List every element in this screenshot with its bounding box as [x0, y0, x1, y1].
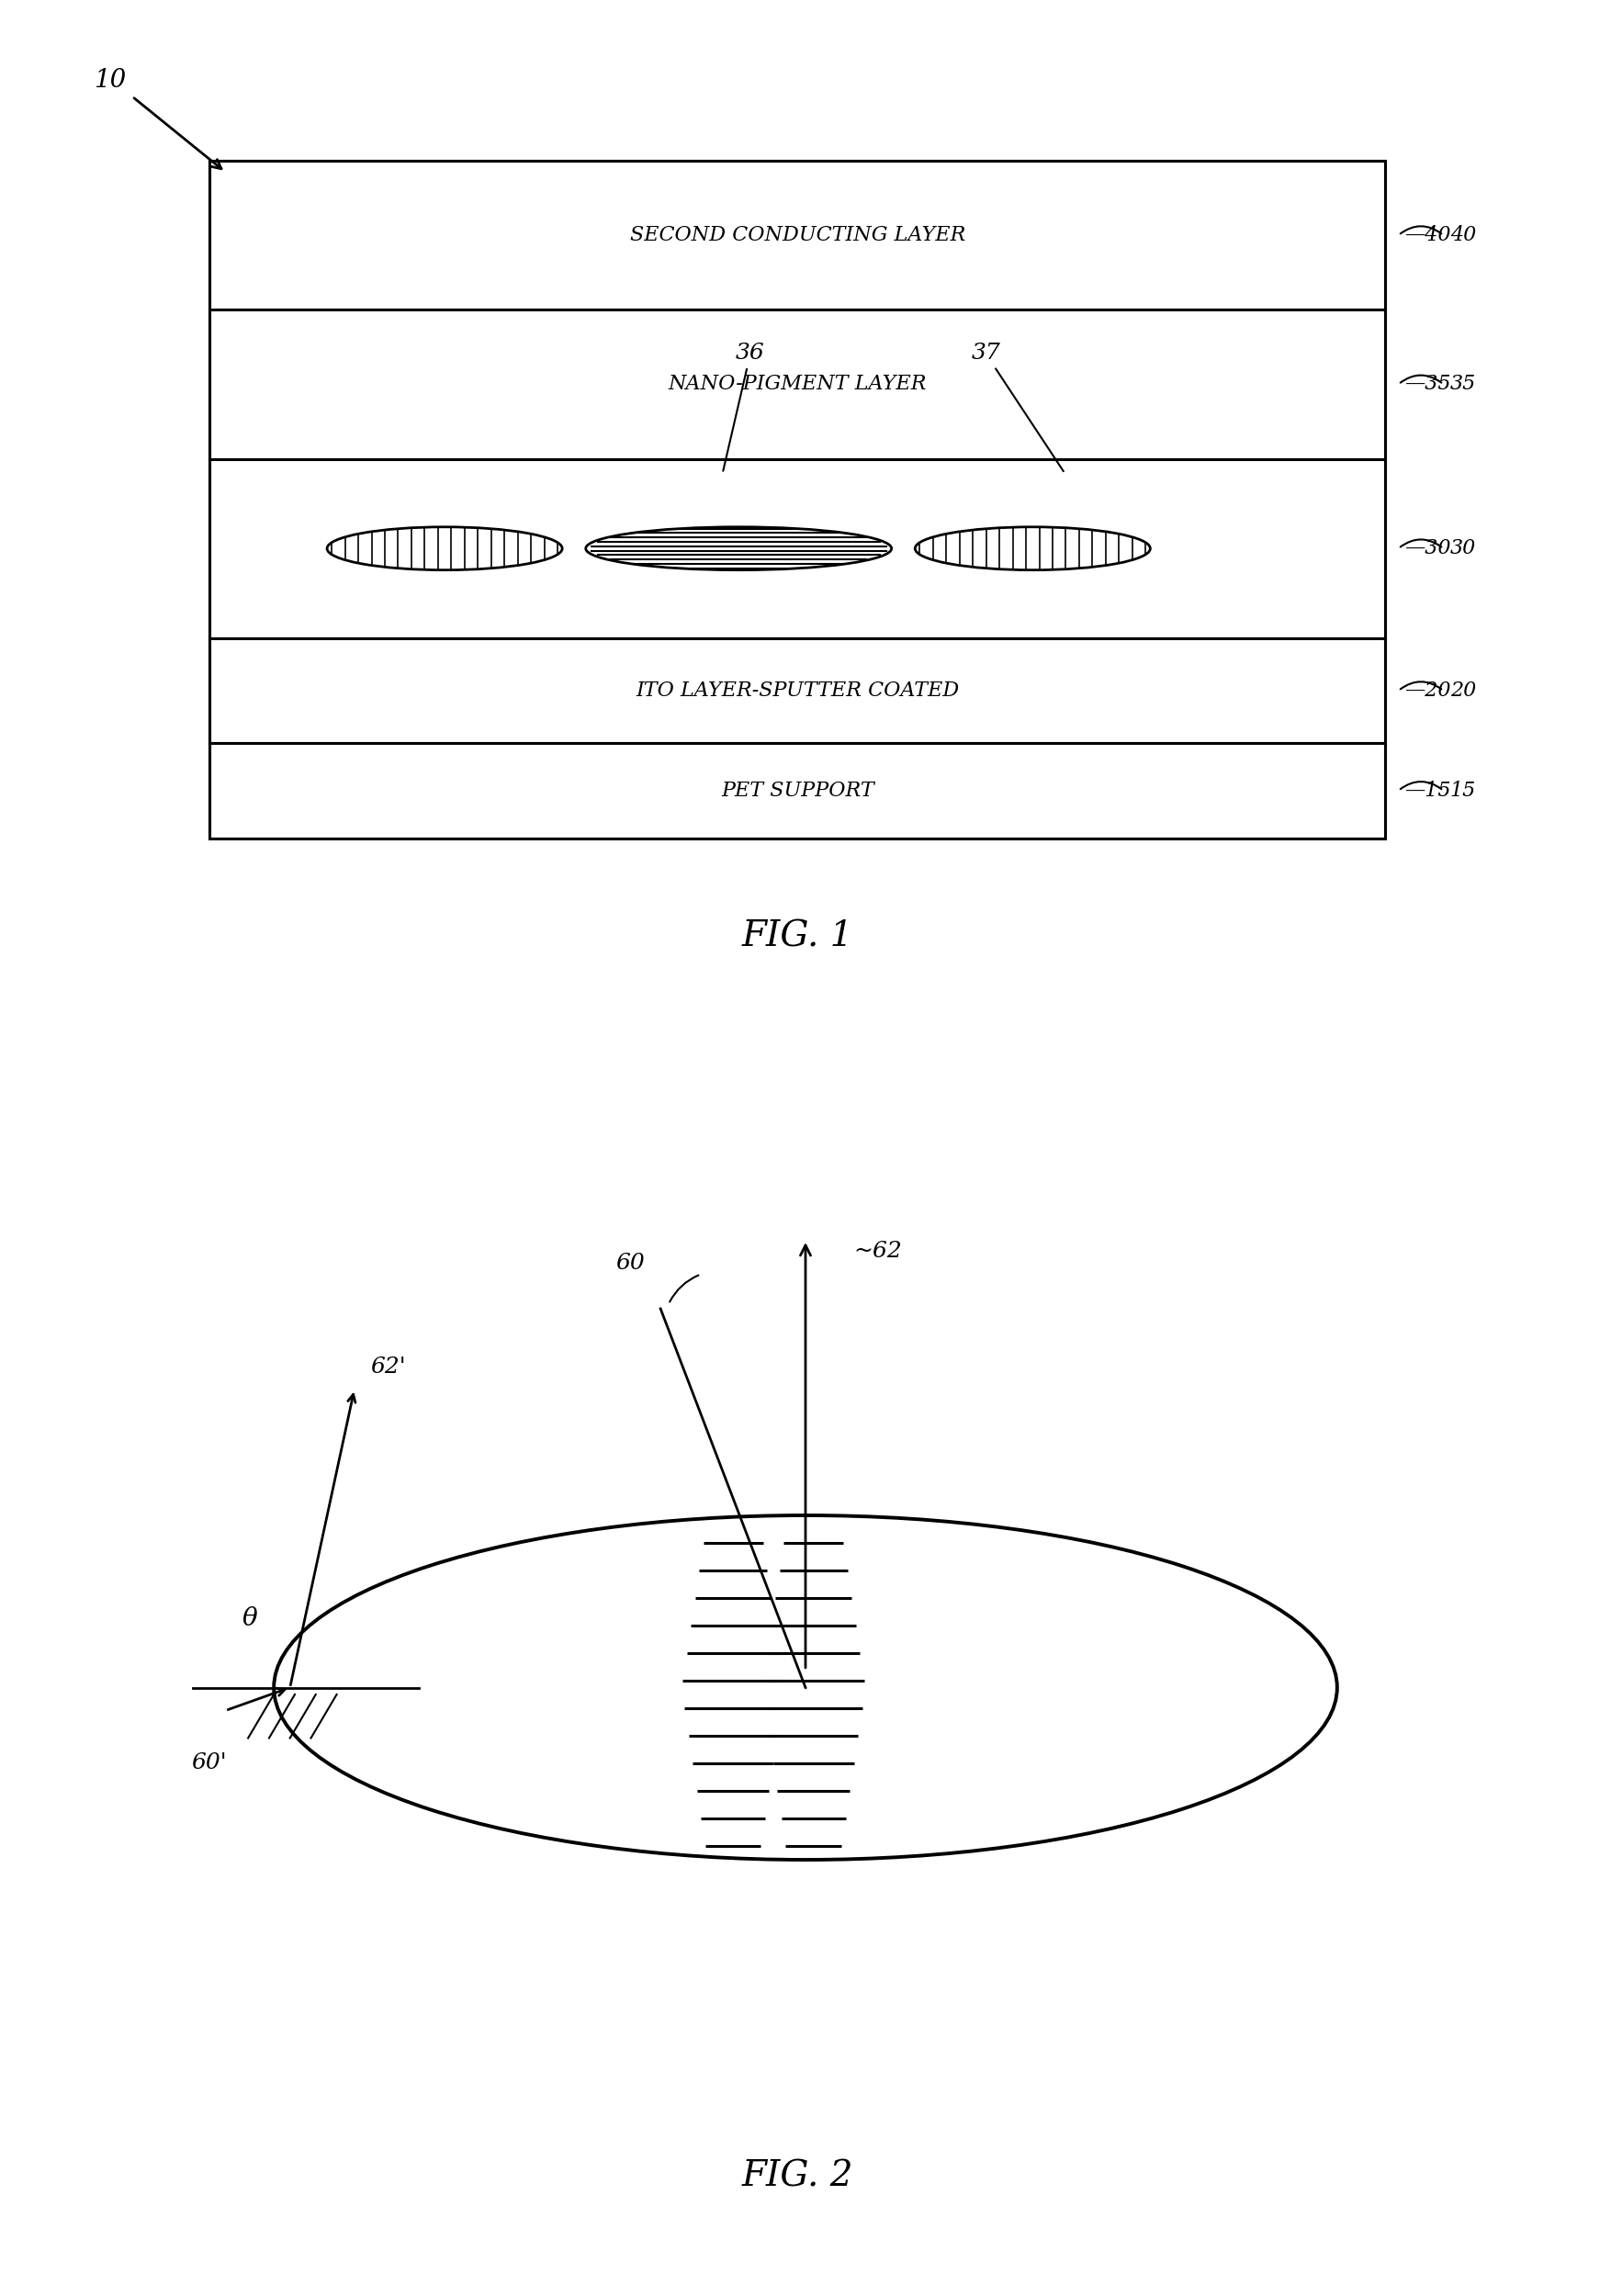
Text: 36: 36 [723, 342, 765, 471]
Text: SECOND CONDUCTING LAYER: SECOND CONDUCTING LAYER [630, 225, 965, 246]
Bar [209, 744, 1385, 838]
Text: FIG. 1: FIG. 1 [741, 921, 854, 953]
Text: NANO-PIGMENT LAYER: NANO-PIGMENT LAYER [669, 374, 926, 395]
Text: 62': 62' [371, 1357, 406, 1378]
Text: ITO LAYER-SPUTTER COATED: ITO LAYER-SPUTTER COATED [636, 680, 959, 700]
Text: 35: 35 [1450, 374, 1476, 395]
Ellipse shape [915, 528, 1150, 569]
Text: 40: 40 [1450, 225, 1476, 246]
Ellipse shape [586, 528, 891, 569]
Text: 10: 10 [93, 69, 126, 92]
Text: 30: 30 [1450, 537, 1476, 558]
Text: 37: 37 [971, 342, 1063, 471]
Bar [209, 310, 1385, 459]
Text: —30: —30 [1405, 537, 1452, 558]
Text: 60': 60' [192, 1752, 227, 1773]
Text: 15: 15 [1450, 781, 1476, 801]
Text: θ: θ [242, 1607, 258, 1630]
Text: ~62: ~62 [854, 1240, 902, 1263]
Text: —35: —35 [1405, 374, 1452, 395]
Text: PET SUPPORT: PET SUPPORT [720, 781, 875, 801]
Text: 60: 60 [615, 1254, 644, 1274]
Ellipse shape [327, 528, 562, 569]
Ellipse shape [274, 1515, 1337, 1860]
Bar [209, 459, 1385, 638]
Text: 20: 20 [1450, 680, 1476, 700]
Bar [209, 638, 1385, 744]
Bar [209, 161, 1385, 838]
Text: —20: —20 [1405, 680, 1452, 700]
Text: FIG. 2: FIG. 2 [741, 2161, 854, 2193]
Bar [209, 161, 1385, 310]
Text: —40: —40 [1405, 225, 1452, 246]
Text: —15: —15 [1405, 781, 1452, 801]
